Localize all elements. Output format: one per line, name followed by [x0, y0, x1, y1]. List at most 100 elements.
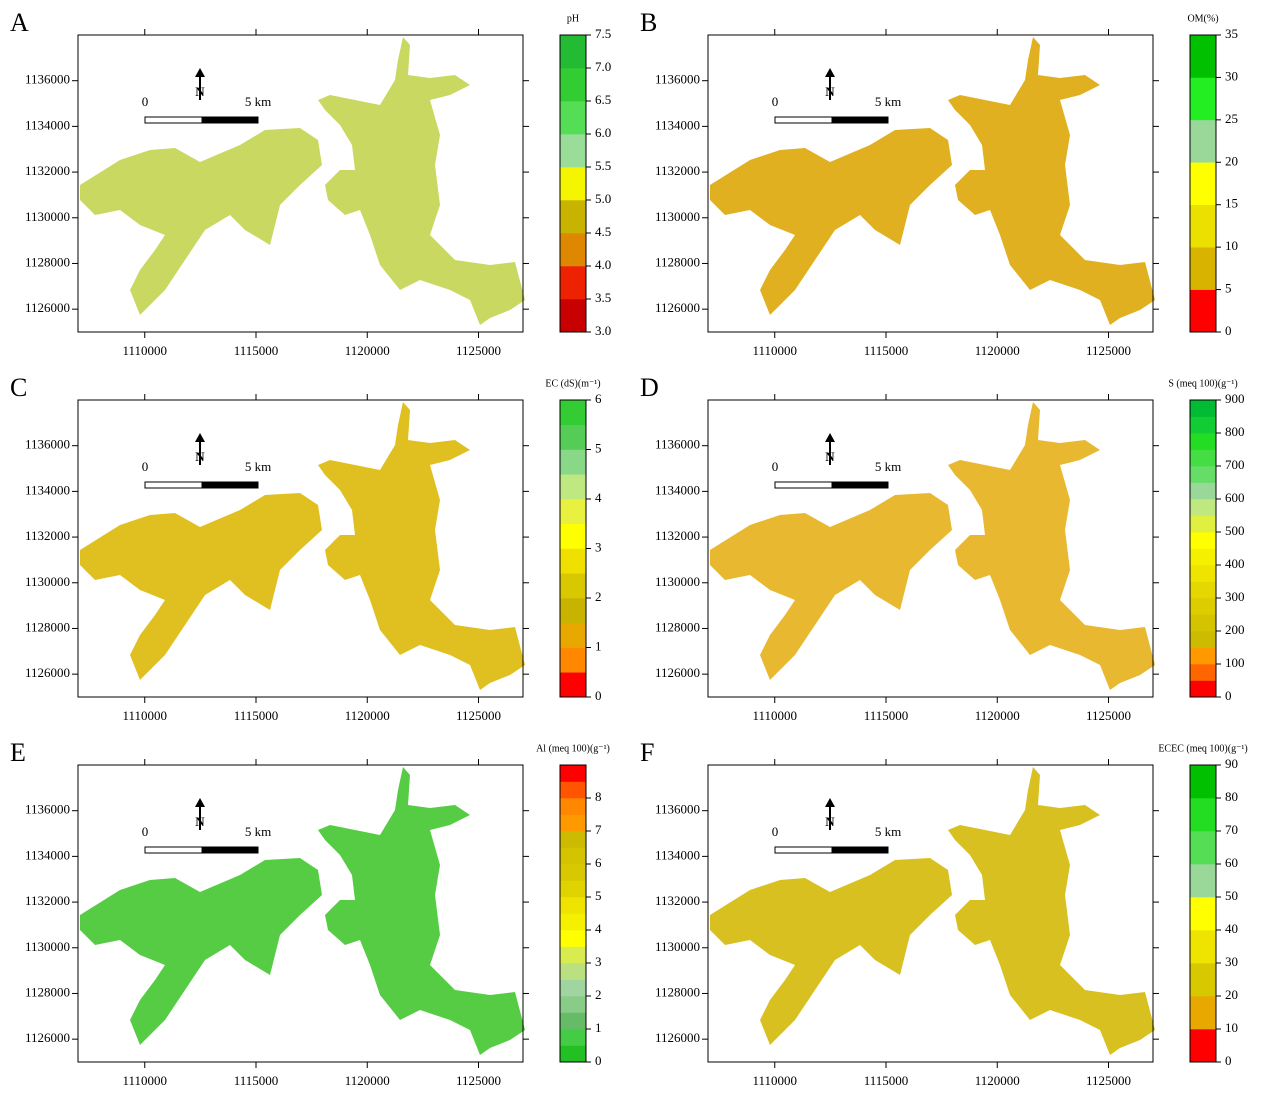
legend-tick-label: 0 [1225, 688, 1232, 703]
legend-title: S (meq 100)(g⁻¹) [1168, 378, 1237, 389]
scale-label: 0 [772, 824, 779, 839]
north-label: N [195, 814, 205, 829]
legend-band [560, 913, 586, 931]
legend-band [1190, 631, 1216, 648]
y-tick-label: 1134000 [655, 117, 700, 132]
study-area [80, 493, 322, 680]
legend-band [1190, 119, 1216, 163]
legend-tick-label: 3.5 [595, 290, 611, 305]
y-tick-label: 1136000 [655, 437, 700, 452]
x-tick-label: 1120000 [345, 1073, 390, 1088]
legend-band [560, 400, 586, 426]
study-area [948, 402, 1155, 690]
legend-band [560, 814, 586, 832]
y-tick-label: 1132000 [655, 163, 700, 178]
legend-tick-label: 600 [1225, 490, 1245, 505]
legend-band [560, 880, 586, 898]
legend-tick-label: 10 [1225, 1020, 1238, 1035]
scale-label: 5 km [875, 94, 901, 109]
scale-bar [831, 846, 889, 854]
legend-band [1190, 482, 1216, 500]
legend-title: ECEC (meq 100)(g⁻¹) [1158, 743, 1247, 754]
legend-band [1190, 548, 1216, 566]
legend-band [560, 831, 586, 848]
y-tick-label: 1126000 [655, 300, 700, 315]
legend-band [560, 1029, 586, 1046]
legend-tick-label: 700 [1225, 457, 1245, 472]
legend-tick-label: 20 [1225, 153, 1238, 168]
legend-tick-label: 40 [1225, 921, 1238, 936]
legend-band [560, 798, 586, 815]
panel-letter: F [640, 738, 654, 767]
y-tick-label: 1130000 [25, 209, 70, 224]
legend-tick-label: 3 [595, 954, 602, 969]
map-panel: B 1110000 1115000 1120000 1125000 1126000 1128… [640, 8, 1238, 358]
legend-frame [559, 764, 587, 1063]
legend-tick-label: 4.5 [595, 224, 611, 239]
legend-band [560, 1012, 586, 1030]
plot-frame [77, 399, 524, 698]
y-tick-label: 1130000 [655, 574, 700, 589]
y-tick-label: 1126000 [25, 1030, 70, 1045]
x-tick-label: 1125000 [1086, 708, 1131, 723]
y-tick-label: 1136000 [25, 72, 70, 87]
legend-tick-label: 400 [1225, 556, 1245, 571]
map-panel: A 1110000 1115000 1120000 1125000 1126000 1128… [10, 8, 611, 358]
x-tick-label: 1120000 [975, 343, 1020, 358]
panel-letter: A [10, 8, 29, 37]
legend-tick-label: 30 [1225, 954, 1238, 969]
legend-band [560, 449, 586, 475]
legend-band [1190, 247, 1216, 290]
legend-tick-label: 5.0 [595, 191, 611, 206]
legend-band [560, 996, 586, 1013]
legend-frame [1189, 34, 1217, 333]
north-arrow [825, 798, 835, 807]
y-tick-label: 1134000 [655, 482, 700, 497]
study-area [710, 858, 952, 1045]
legend-band [560, 930, 586, 947]
study-area [948, 767, 1155, 1055]
x-tick-label: 1110000 [752, 343, 797, 358]
study-area [80, 128, 322, 315]
legend-band [1190, 798, 1216, 832]
legend-band [560, 35, 586, 69]
study-area [318, 767, 525, 1055]
legend-band [560, 548, 586, 574]
scale-label: 5 km [875, 459, 901, 474]
x-tick-label: 1125000 [1086, 343, 1131, 358]
panel-letter: D [640, 373, 659, 402]
y-tick-label: 1132000 [25, 163, 70, 178]
legend-tick-label: 800 [1225, 424, 1245, 439]
x-tick-label: 1110000 [122, 343, 167, 358]
y-tick-label: 1128000 [655, 254, 700, 269]
legend-tick-label: 15 [1225, 196, 1238, 211]
legend-band [560, 573, 586, 599]
north-arrow [195, 798, 205, 807]
legend-tick-label: 2 [595, 987, 602, 1002]
north-label: N [825, 84, 835, 99]
y-tick-label: 1130000 [25, 939, 70, 954]
legend-band [1190, 499, 1216, 516]
y-tick-label: 1130000 [655, 939, 700, 954]
legend-tick-label: 2 [595, 589, 602, 604]
legend-title: pH [567, 13, 579, 24]
legend-band [1190, 930, 1216, 964]
legend-band [1190, 963, 1216, 997]
y-tick-label: 1136000 [25, 437, 70, 452]
y-tick-label: 1126000 [655, 1030, 700, 1045]
legend-band [560, 167, 586, 201]
legend-band [560, 647, 586, 673]
legend-band [1190, 647, 1216, 665]
legend-band [560, 1045, 586, 1063]
legend-band [560, 963, 586, 980]
y-tick-label: 1136000 [25, 802, 70, 817]
legend-band [1190, 204, 1216, 248]
y-tick-label: 1132000 [25, 893, 70, 908]
legend-tick-label: 5 [595, 888, 602, 903]
y-tick-label: 1136000 [655, 72, 700, 87]
legend-tick-label: 6 [595, 391, 602, 406]
legend-tick-label: 50 [1225, 888, 1238, 903]
panel-letter: B [640, 8, 657, 37]
scale-label: 5 km [245, 94, 271, 109]
